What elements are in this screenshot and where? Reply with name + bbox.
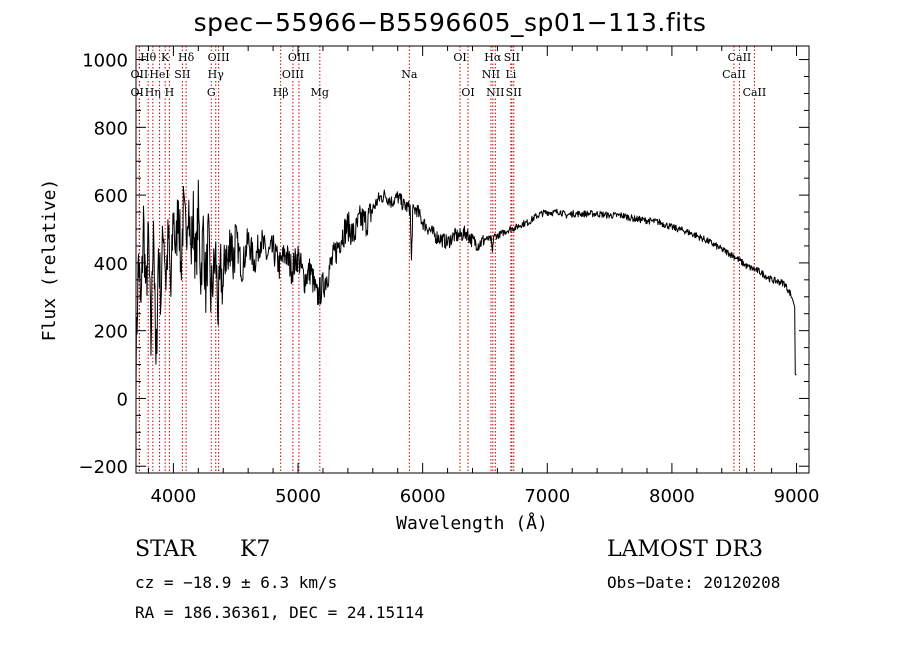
spectral-line-label: HeI	[149, 68, 169, 81]
spectrum-series	[135, 179, 797, 396]
y-tick-label: 1000	[82, 51, 128, 72]
spectral-line-label: Na	[401, 68, 418, 81]
x-tick-label: 7000	[524, 486, 570, 507]
spectral-line-label: OIII	[288, 51, 310, 64]
spectral-line-label: G	[207, 86, 216, 99]
spectral-line-label: Li	[505, 68, 516, 81]
y-tick-label: 600	[94, 186, 128, 207]
spectral-line-label: SII	[504, 51, 520, 64]
spectral-line-label: OI	[461, 86, 474, 99]
x-tick-label: 4000	[150, 486, 196, 507]
spectral-line-label: SII	[174, 68, 190, 81]
x-axis-label: Wavelength (Å)	[396, 512, 548, 534]
spectral-line-label: NII	[486, 86, 504, 99]
spectral-line-label: Hγ	[208, 68, 225, 81]
spectral-line-label: SII	[506, 86, 522, 99]
plot-frame	[135, 45, 810, 474]
y-tick-label: −200	[79, 457, 128, 478]
object-subclass: K7	[240, 537, 271, 562]
spectral-line-label: Hθ	[140, 51, 157, 64]
x-tick-label: 6000	[400, 486, 446, 507]
observation-date: Obs−Date: 20120208	[607, 573, 781, 592]
spectral-line-label: Hη	[145, 86, 161, 99]
x-tick-label: 5000	[275, 486, 321, 507]
chart-title: spec−55966−B5596605_sp01−113.fits	[193, 8, 707, 37]
flux-line	[135, 179, 797, 396]
spectral-line-label: CaII	[728, 51, 752, 64]
survey-name: LAMOST DR3	[607, 537, 763, 562]
y-tick-label: 400	[94, 254, 128, 275]
spectral-line-label: Hα	[484, 51, 502, 64]
coordinates: RA = 186.36361, DEC = 24.15114	[135, 603, 424, 622]
spectral-line-label: OIII	[208, 51, 230, 64]
x-tick-label: 8000	[649, 486, 695, 507]
y-tick-label: 200	[94, 322, 128, 343]
spectral-line-label: CaII	[722, 68, 746, 81]
spectral-line-label: OII	[131, 68, 149, 81]
axis-ticks	[136, 46, 809, 473]
spectral-line-label: K	[161, 51, 170, 64]
spectral-line-label: OI	[453, 51, 466, 64]
spectral-line-label: OII	[131, 86, 149, 99]
spectral-line-label: CaII	[743, 86, 767, 99]
spectral-line-label: Mg	[311, 86, 329, 99]
spectral-line-label: NII	[482, 68, 500, 81]
spectral-line-label: OIII	[282, 68, 304, 81]
axis-tick-labels: 4000 5000 6000 7000 8000 9000 −200 0 200 400 600 80…	[79, 51, 820, 507]
y-axis-label: Flux (relative)	[39, 179, 60, 342]
y-tick-label: 800	[94, 118, 128, 139]
spectral-line-label: H	[165, 86, 175, 99]
object-class: STAR	[135, 537, 196, 562]
spectral-line-label: Hβ	[273, 86, 289, 99]
spectral-line-label: Hδ	[178, 51, 195, 64]
spectral-line-markers	[138, 46, 755, 473]
x-tick-label: 9000	[774, 486, 820, 507]
y-tick-label: 0	[117, 389, 128, 410]
redshift-velocity: cz = −18.9 ± 6.3 km/s	[135, 573, 338, 592]
